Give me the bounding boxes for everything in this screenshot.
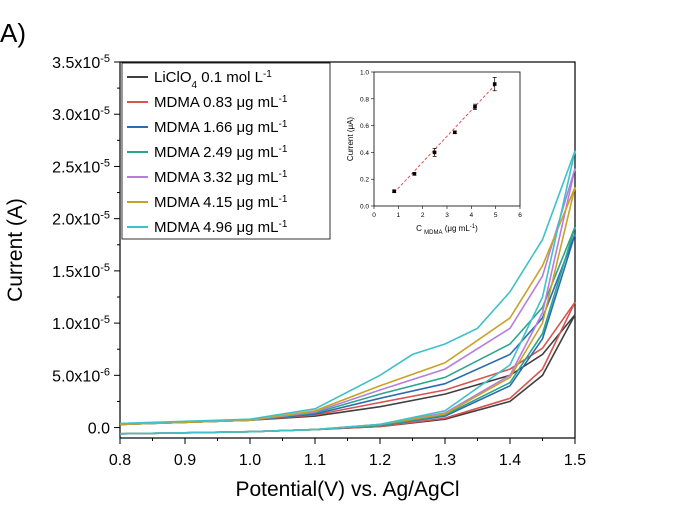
legend-entry-label: MDMA 4.15 μg mL-1 — [154, 194, 288, 212]
main-chart: 0.8 0.9 1.0 1.1 1.2 1.3 1.4 1.5 0.0 5.0x10-6 1.0x1… — [4, 53, 586, 501]
series-line-1-reverse — [119, 314, 576, 435]
legend: LiClO4 0.1 mol L-1 MDMA 0.83 μg mL-1 MDMA … — [121, 62, 331, 240]
x-tick-label: 1.4 — [499, 452, 521, 469]
y-tick-label: 2.5x10-5 — [52, 157, 110, 176]
y-tick-label: 0.0 — [88, 421, 110, 438]
panel-label: A) — [0, 18, 26, 48]
x-tick-label: 1.0 — [239, 452, 261, 469]
y-tick-label: 2.0x10-5 — [52, 210, 110, 229]
legend-entry-label: MDMA 3.32 μg mL-1 — [154, 169, 288, 187]
inset-y-tick-label: 0.0 — [360, 204, 369, 211]
inset-data-point — [412, 172, 417, 176]
x-tick-label: 1.2 — [369, 452, 391, 469]
legend-entry-label: MDMA 1.66 μg mL-1 — [154, 119, 288, 137]
inset-frame — [373, 71, 521, 207]
series-line-4-forward — [119, 226, 576, 426]
inset-x-tick-label: 0 — [372, 212, 376, 219]
inset-data-point — [492, 82, 497, 86]
inset-data-point — [432, 150, 437, 155]
inset-y-tick-label: 0.8 — [360, 96, 369, 103]
legend-entry-label: MDMA 0.83 μg mL-1 — [154, 94, 288, 112]
inset-x-tick-label: 3 — [445, 212, 449, 219]
x-axis-title: Potential(V) vs. Ag/AgCl — [235, 478, 459, 501]
inset-data-point — [473, 105, 477, 109]
x-tick-label: 1.3 — [434, 452, 456, 469]
legend-entry-label: MDMA 2.49 μg mL-1 — [154, 144, 288, 162]
series-line-6-forward — [119, 186, 576, 426]
inset-x-tick-label: 4 — [470, 212, 474, 219]
y-tick-label: 1.0x10-5 — [52, 314, 110, 333]
x-tick-label: 0.8 — [109, 452, 131, 469]
inset-y-tick-label: 1.0 — [360, 70, 369, 77]
inset-x-axis-title: C MDMA (μg mL-1) — [416, 224, 478, 236]
inset-x-tick-label: 2 — [421, 212, 425, 219]
inset-x-tick-label: 1 — [397, 212, 401, 219]
inset-y-tick-label: 0.2 — [360, 177, 369, 184]
x-tick-label: 1.5 — [564, 452, 586, 469]
legend-entry-label: LiClO4 0.1 mol L-1 — [154, 69, 272, 91]
inset-fit-line — [393, 85, 496, 193]
y-tick-label: 1.5x10-5 — [52, 262, 110, 281]
x-tick-label: 1.1 — [304, 452, 326, 469]
legend-entry-label: MDMA 4.96 μg mL-1 — [154, 219, 288, 237]
y-tick-label: 3.0x10-5 — [52, 105, 110, 124]
inset-x-tick-label: 6 — [518, 212, 522, 219]
inset-chart: 0 1 2 3 4 5 6 0.0 0.2 0.4 0.6 0.8 1.0 C MDMA (μg mL-1… — [346, 70, 522, 237]
series-line-7-forward — [119, 150, 576, 425]
y-tick-label: 3.5x10-5 — [52, 53, 110, 72]
inset-y-tick-label: 0.4 — [360, 150, 369, 157]
inset-data-point — [452, 130, 457, 135]
y-tick-label: 5.0x10-6 — [52, 366, 110, 385]
inset-y-tick-label: 0.6 — [360, 123, 369, 130]
x-tick-label: 0.9 — [174, 452, 196, 469]
series-line-3-forward — [119, 234, 576, 426]
inset-x-tick-label: 5 — [494, 212, 498, 219]
series-line-7-reverse — [119, 150, 576, 435]
legend-box — [121, 62, 331, 240]
inset-y-axis-title: Current (μA) — [346, 117, 355, 162]
inset-data-point — [392, 189, 396, 194]
y-axis-title: Current (A) — [4, 198, 27, 302]
